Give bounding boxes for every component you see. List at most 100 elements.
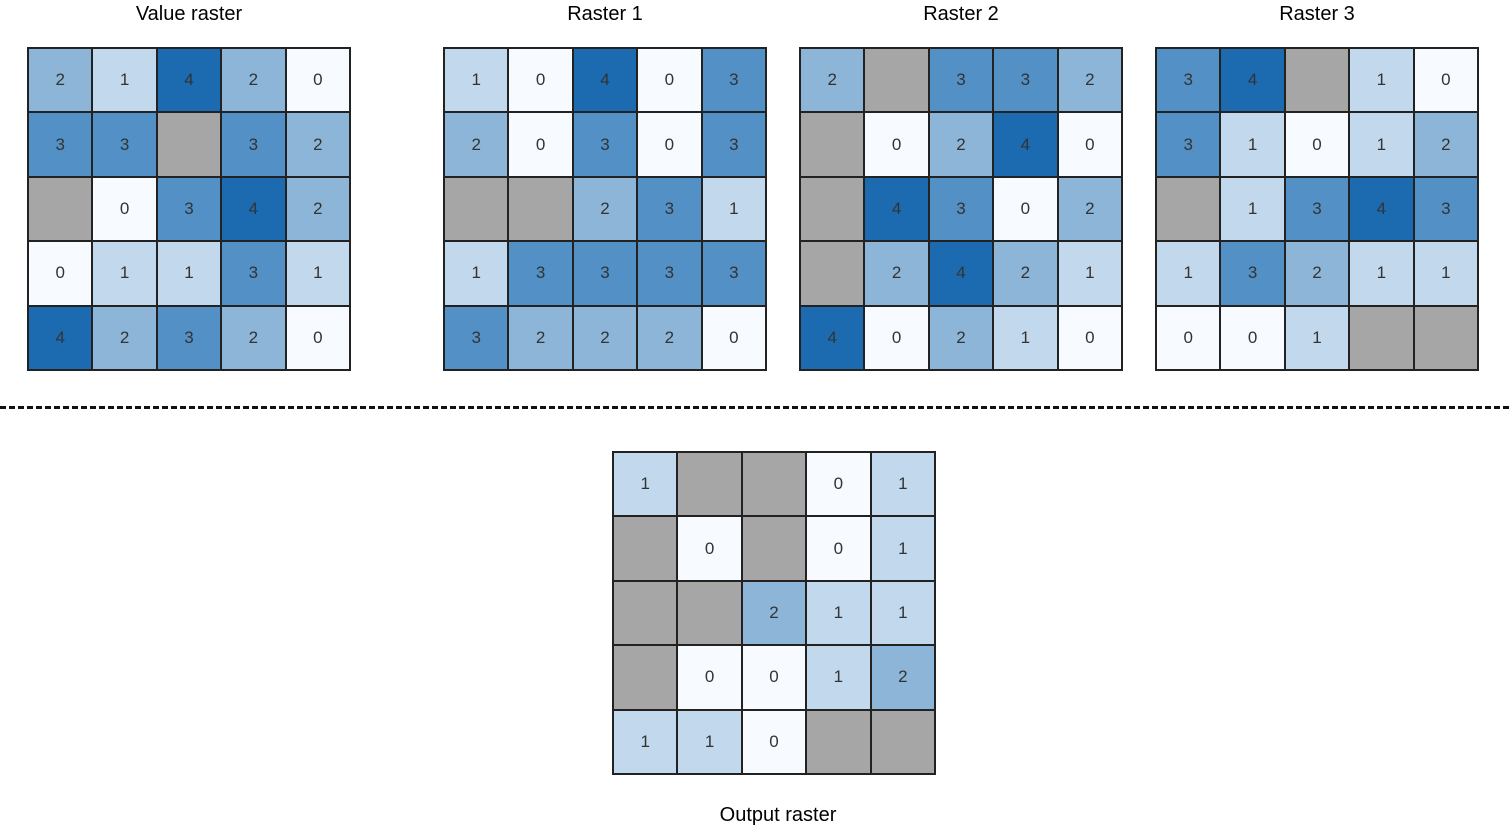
raster-cell-nodata bbox=[741, 516, 807, 581]
raster-cell: 0 bbox=[1284, 112, 1350, 177]
raster-cell: 4 bbox=[156, 48, 222, 113]
raster-cell: 2 bbox=[572, 176, 638, 242]
raster-cell-nodata bbox=[28, 176, 93, 242]
raster-cell: 1 bbox=[1220, 112, 1285, 177]
raster-cell: 2 bbox=[637, 305, 702, 370]
raster-cell: 1 bbox=[92, 48, 157, 113]
raster-cell: 0 bbox=[993, 176, 1058, 242]
raster-cell-nodata bbox=[677, 580, 742, 646]
raster-cell: 0 bbox=[637, 48, 702, 113]
value-raster-title: Value raster bbox=[135, 3, 243, 25]
raster-cell: 0 bbox=[806, 516, 871, 581]
raster-cell: 0 bbox=[92, 176, 157, 242]
raster-cell: 4 bbox=[993, 112, 1058, 177]
raster-cell: 3 bbox=[28, 112, 93, 177]
raster-cell: 0 bbox=[677, 645, 742, 710]
raster-1-title: Raster 1 bbox=[567, 3, 643, 25]
raster-cell: 3 bbox=[221, 241, 286, 306]
raster-cell: 3 bbox=[1156, 112, 1221, 177]
raster-cell: 0 bbox=[508, 112, 573, 177]
raster-cell: 3 bbox=[156, 305, 222, 370]
raster-cell-nodata bbox=[864, 48, 929, 113]
raster-cell-nodata bbox=[613, 516, 678, 581]
raster-cell-nodata bbox=[806, 709, 871, 774]
raster-cell-nodata bbox=[741, 452, 807, 517]
raster-cell: 1 bbox=[870, 516, 935, 581]
raster-cell: 3 bbox=[637, 241, 702, 306]
raster-cell: 2 bbox=[221, 305, 286, 370]
raster-cell: 2 bbox=[444, 112, 509, 177]
raster-cell: 4 bbox=[928, 241, 994, 306]
raster-cell: 1 bbox=[993, 305, 1058, 370]
raster-cell: 2 bbox=[28, 48, 93, 113]
raster-cell: 3 bbox=[156, 176, 222, 242]
raster-cell-nodata bbox=[1156, 176, 1221, 242]
raster-cell: 2 bbox=[870, 645, 935, 710]
raster-cell: 1 bbox=[870, 580, 935, 646]
raster-cell: 1 bbox=[613, 452, 678, 517]
raster-cell: 2 bbox=[1057, 48, 1122, 113]
raster-cell: 3 bbox=[701, 241, 766, 306]
raster-cell: 4 bbox=[1349, 176, 1414, 242]
raster-cell: 1 bbox=[701, 176, 766, 242]
raster-cell: 0 bbox=[864, 305, 929, 370]
raster-cell: 4 bbox=[28, 305, 93, 370]
output-raster-title: Output raster bbox=[719, 804, 837, 826]
raster-cell-nodata bbox=[1284, 48, 1350, 113]
raster-cell: 1 bbox=[613, 709, 678, 774]
raster-cell: 0 bbox=[508, 48, 573, 113]
raster-cell: 1 bbox=[1413, 241, 1478, 306]
raster-cell: 2 bbox=[285, 176, 350, 242]
raster-cell-nodata bbox=[800, 176, 865, 242]
raster-cell: 2 bbox=[1057, 176, 1122, 242]
raster-cell-nodata bbox=[613, 645, 678, 710]
raster-cell-nodata bbox=[800, 241, 865, 306]
raster-cell: 0 bbox=[741, 709, 807, 774]
raster-cell: 1 bbox=[156, 241, 222, 306]
raster-cell: 2 bbox=[741, 580, 807, 646]
raster-cell-nodata bbox=[613, 580, 678, 646]
raster-cell: 3 bbox=[1284, 176, 1350, 242]
raster-cell: 3 bbox=[701, 112, 766, 177]
raster-cell: 2 bbox=[508, 305, 573, 370]
raster-cell: 1 bbox=[1156, 241, 1221, 306]
raster-cell: 3 bbox=[1413, 176, 1478, 242]
raster-cell: 4 bbox=[800, 305, 865, 370]
raster-cell: 1 bbox=[1057, 241, 1122, 306]
raster-cell: 1 bbox=[1284, 305, 1350, 370]
raster-cell: 1 bbox=[444, 241, 509, 306]
raster-cell: 1 bbox=[444, 48, 509, 113]
raster-cell: 2 bbox=[92, 305, 157, 370]
raster-cell: 0 bbox=[677, 516, 742, 581]
raster-cell: 3 bbox=[701, 48, 766, 113]
raster-cell: 2 bbox=[928, 112, 994, 177]
raster-cell-nodata bbox=[508, 176, 573, 242]
raster-cell: 3 bbox=[92, 112, 157, 177]
raster-cell: 3 bbox=[508, 241, 573, 306]
raster-cell: 1 bbox=[677, 709, 742, 774]
raster-cell: 2 bbox=[800, 48, 865, 113]
raster-cell: 1 bbox=[1220, 176, 1285, 242]
raster-cell-nodata bbox=[444, 176, 509, 242]
raster-cell: 0 bbox=[1156, 305, 1221, 370]
raster-cell: 4 bbox=[221, 176, 286, 242]
raster-cell-nodata bbox=[1349, 305, 1414, 370]
raster-cell: 3 bbox=[928, 176, 994, 242]
raster-cell-nodata bbox=[1413, 305, 1478, 370]
raster-cell: 0 bbox=[285, 305, 350, 370]
raster-cell-nodata bbox=[156, 112, 222, 177]
raster-cell: 1 bbox=[1349, 112, 1414, 177]
raster-cell: 2 bbox=[572, 305, 638, 370]
raster-cell: 4 bbox=[864, 176, 929, 242]
raster-cell: 0 bbox=[1057, 305, 1122, 370]
raster-cell: 0 bbox=[701, 305, 766, 370]
raster-cell: 2 bbox=[993, 241, 1058, 306]
raster-cell: 0 bbox=[741, 645, 807, 710]
raster-3-title: Raster 3 bbox=[1279, 3, 1355, 25]
raster-2-title: Raster 2 bbox=[923, 3, 999, 25]
raster-cell: 0 bbox=[285, 48, 350, 113]
raster-cell: 4 bbox=[572, 48, 638, 113]
